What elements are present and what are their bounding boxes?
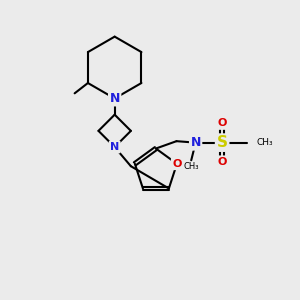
Text: CH₃: CH₃ <box>256 138 273 147</box>
Text: N: N <box>110 142 119 152</box>
Text: N: N <box>110 92 120 105</box>
Text: O: O <box>172 159 182 169</box>
Text: CH₃: CH₃ <box>184 162 199 171</box>
Text: S: S <box>217 135 228 150</box>
Text: O: O <box>218 157 227 167</box>
Text: N: N <box>190 136 201 149</box>
Text: O: O <box>218 118 227 128</box>
